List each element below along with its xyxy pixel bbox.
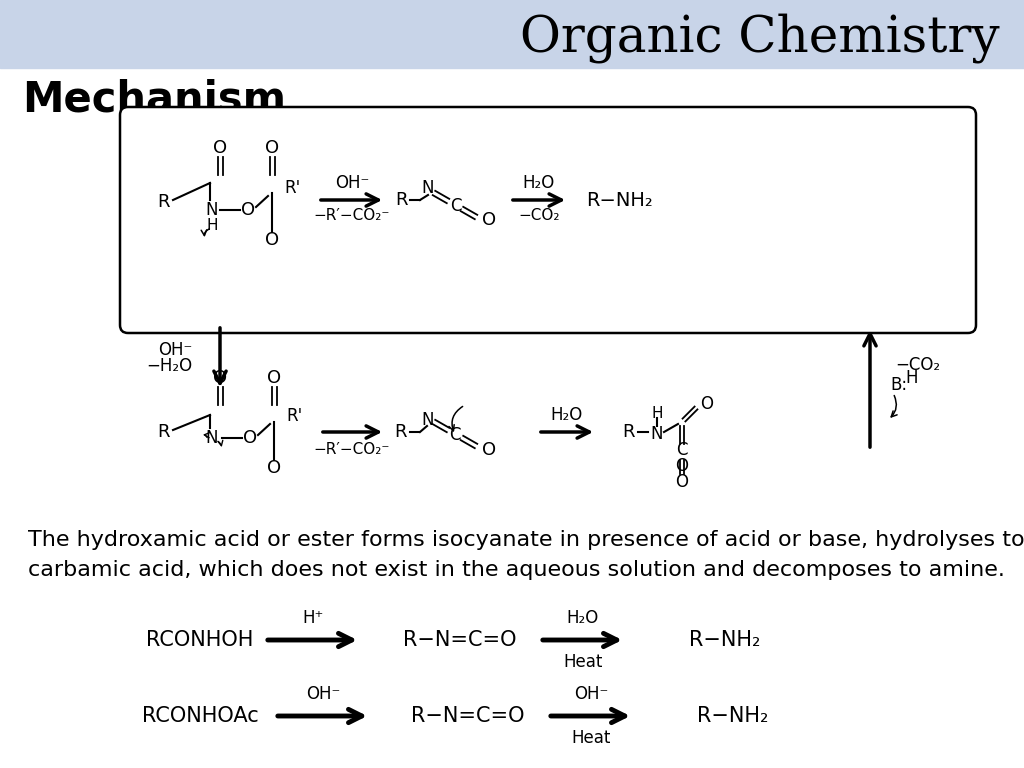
Text: O: O xyxy=(676,473,688,491)
Text: OH⁻: OH⁻ xyxy=(306,685,340,703)
Text: N: N xyxy=(206,429,218,447)
Text: OH⁻: OH⁻ xyxy=(573,685,608,703)
Text: −R′−CO₂⁻: −R′−CO₂⁻ xyxy=(313,442,390,456)
Text: R−N=C=O: R−N=C=O xyxy=(403,630,517,650)
Text: B:: B: xyxy=(890,376,907,394)
Text: N: N xyxy=(422,411,434,429)
Text: O: O xyxy=(700,395,713,413)
Text: H₂O: H₂O xyxy=(523,174,555,192)
Text: H⁺: H⁺ xyxy=(302,609,324,627)
Text: H₂O: H₂O xyxy=(567,609,599,627)
Text: C: C xyxy=(450,426,461,444)
Text: RCONHOH: RCONHOH xyxy=(146,630,254,650)
Text: Mechanism: Mechanism xyxy=(22,79,286,121)
Text: R: R xyxy=(623,423,635,441)
Text: Organic Chemistry: Organic Chemistry xyxy=(520,13,1000,63)
Text: H: H xyxy=(906,369,919,387)
Text: R': R' xyxy=(284,179,300,197)
Text: H: H xyxy=(651,406,663,422)
Text: N: N xyxy=(206,201,218,219)
Text: −R′−CO₂⁻: −R′−CO₂⁻ xyxy=(313,208,390,223)
Text: O: O xyxy=(482,441,496,459)
Text: C: C xyxy=(451,197,462,215)
Text: −H₂O: −H₂O xyxy=(145,357,193,375)
Text: −CO₂: −CO₂ xyxy=(518,208,560,223)
Text: O: O xyxy=(676,457,688,475)
Text: R: R xyxy=(158,193,170,211)
Text: Heat: Heat xyxy=(571,729,610,747)
Bar xyxy=(0,0,1024,68)
Text: −CO₂: −CO₂ xyxy=(895,356,940,374)
Text: O: O xyxy=(213,369,227,387)
Text: The hydroxamic acid or ester forms isocyanate in presence of acid or base, hydro: The hydroxamic acid or ester forms isocy… xyxy=(28,530,1024,550)
Text: R−NH₂: R−NH₂ xyxy=(587,190,653,210)
Text: H₂O: H₂O xyxy=(551,406,583,424)
Text: R−NH₂: R−NH₂ xyxy=(689,630,761,650)
Text: O: O xyxy=(267,459,281,477)
Text: N: N xyxy=(650,425,664,443)
Text: O: O xyxy=(241,201,255,219)
FancyBboxPatch shape xyxy=(120,107,976,333)
Text: R: R xyxy=(158,423,170,441)
Text: O: O xyxy=(213,139,227,157)
Text: H: H xyxy=(206,217,218,233)
Text: RCONHOAc: RCONHOAc xyxy=(141,706,258,726)
Text: C: C xyxy=(676,441,688,459)
Text: O: O xyxy=(265,139,280,157)
Text: OH⁻: OH⁻ xyxy=(335,174,369,192)
Text: Heat: Heat xyxy=(563,653,603,671)
Text: O: O xyxy=(267,369,281,387)
Text: R': R' xyxy=(286,407,302,425)
Text: OH⁻: OH⁻ xyxy=(158,341,193,359)
Text: R−NH₂: R−NH₂ xyxy=(697,706,769,726)
Text: R−N=C=O: R−N=C=O xyxy=(412,706,524,726)
Text: O: O xyxy=(482,211,496,229)
Text: N: N xyxy=(422,179,434,197)
Text: R: R xyxy=(394,423,407,441)
Text: carbamic acid, which does not exist in the aqueous solution and decomposes to am: carbamic acid, which does not exist in t… xyxy=(28,560,1005,580)
Text: R: R xyxy=(395,191,408,209)
Text: O: O xyxy=(265,231,280,249)
Text: O: O xyxy=(243,429,257,447)
